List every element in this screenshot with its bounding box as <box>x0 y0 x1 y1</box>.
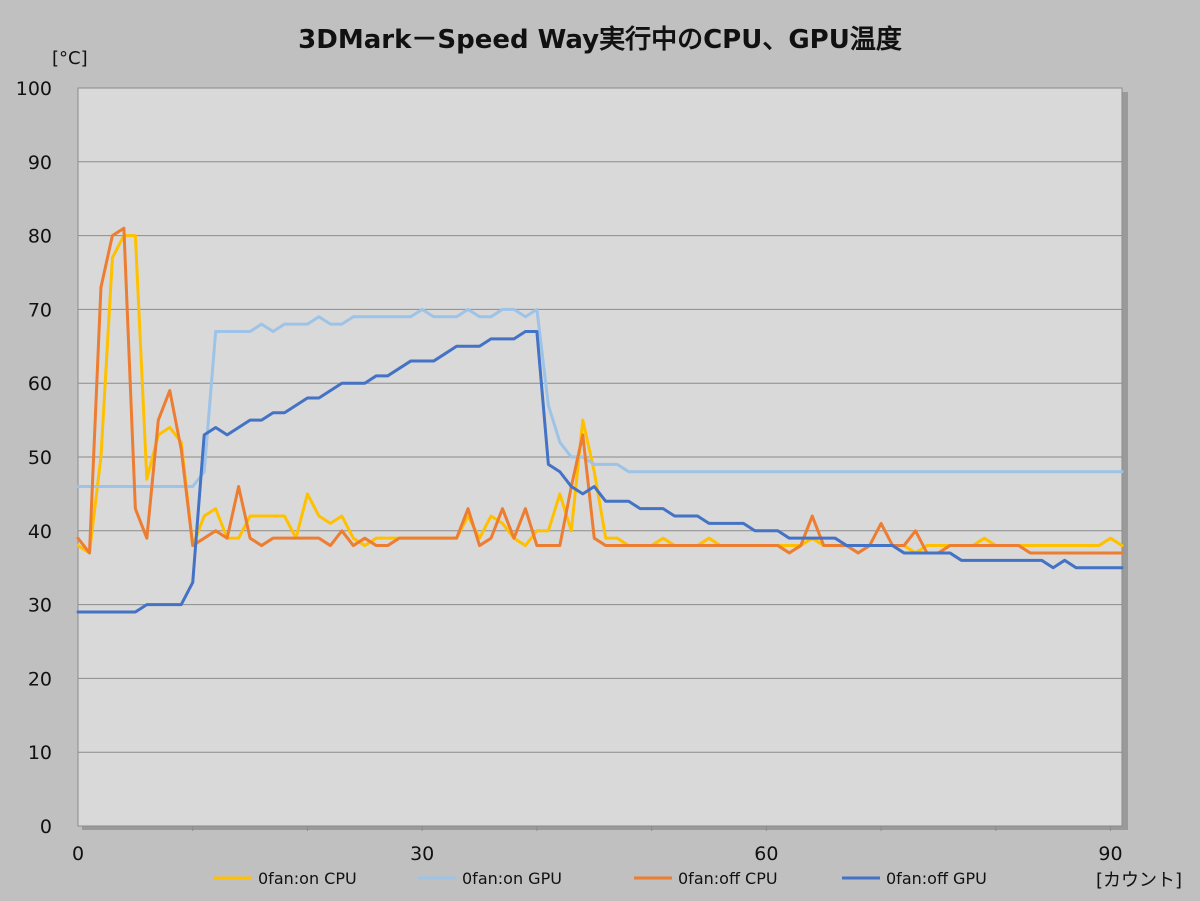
y-tick-label: 80 <box>28 226 52 248</box>
series-line-3 <box>76 226 1124 555</box>
legend: 0fan:on CPU 0fan:on GPU 0fan:off CPU 0fan:o… <box>214 869 987 888</box>
y-tick-label: 0 <box>40 816 52 838</box>
y-tick-label: 20 <box>28 668 52 690</box>
legend-label: 0fan:off GPU <box>886 869 987 888</box>
x-tick-label: 0 <box>72 843 84 865</box>
series-lines <box>76 226 1124 614</box>
legend-item: 0fan:on CPU <box>214 869 357 888</box>
gridlines <box>78 161 1122 831</box>
y-tick-label: 30 <box>28 595 52 617</box>
x-tick-label: 30 <box>410 843 434 865</box>
series-line-4 <box>76 330 1124 614</box>
legend-item: 0fan:on GPU <box>418 869 562 888</box>
x-tick-labels: 0 30 60 90 <box>72 843 1123 865</box>
y-tick-label: 10 <box>28 742 52 764</box>
x-tick-label: 60 <box>754 843 778 865</box>
x-axis-label: [カウント] <box>1096 870 1182 891</box>
series-line-2 <box>76 307 1124 489</box>
chart-title: 3DMark－Speed Way実行中のCPU、GPU温度 <box>298 24 902 55</box>
y-tick-label: 60 <box>28 373 52 395</box>
legend-label: 0fan:off CPU <box>678 869 778 888</box>
y-tick-label: 40 <box>28 521 52 543</box>
y-tick-label: 100 <box>16 78 52 100</box>
y-tick-label: 70 <box>28 299 52 321</box>
x-tick-label: 90 <box>1098 843 1122 865</box>
y-tick-label: 90 <box>28 152 52 174</box>
legend-label: 0fan:on GPU <box>462 869 562 888</box>
y-tick-labels: 0 10 20 30 40 50 60 70 80 90 100 <box>16 78 52 838</box>
y-tick-label: 50 <box>28 447 52 469</box>
legend-item: 0fan:off GPU <box>842 869 987 888</box>
legend-label: 0fan:on CPU <box>258 869 357 888</box>
y-axis-label: [°C] <box>52 48 88 69</box>
legend-item: 0fan:off CPU <box>634 869 778 888</box>
